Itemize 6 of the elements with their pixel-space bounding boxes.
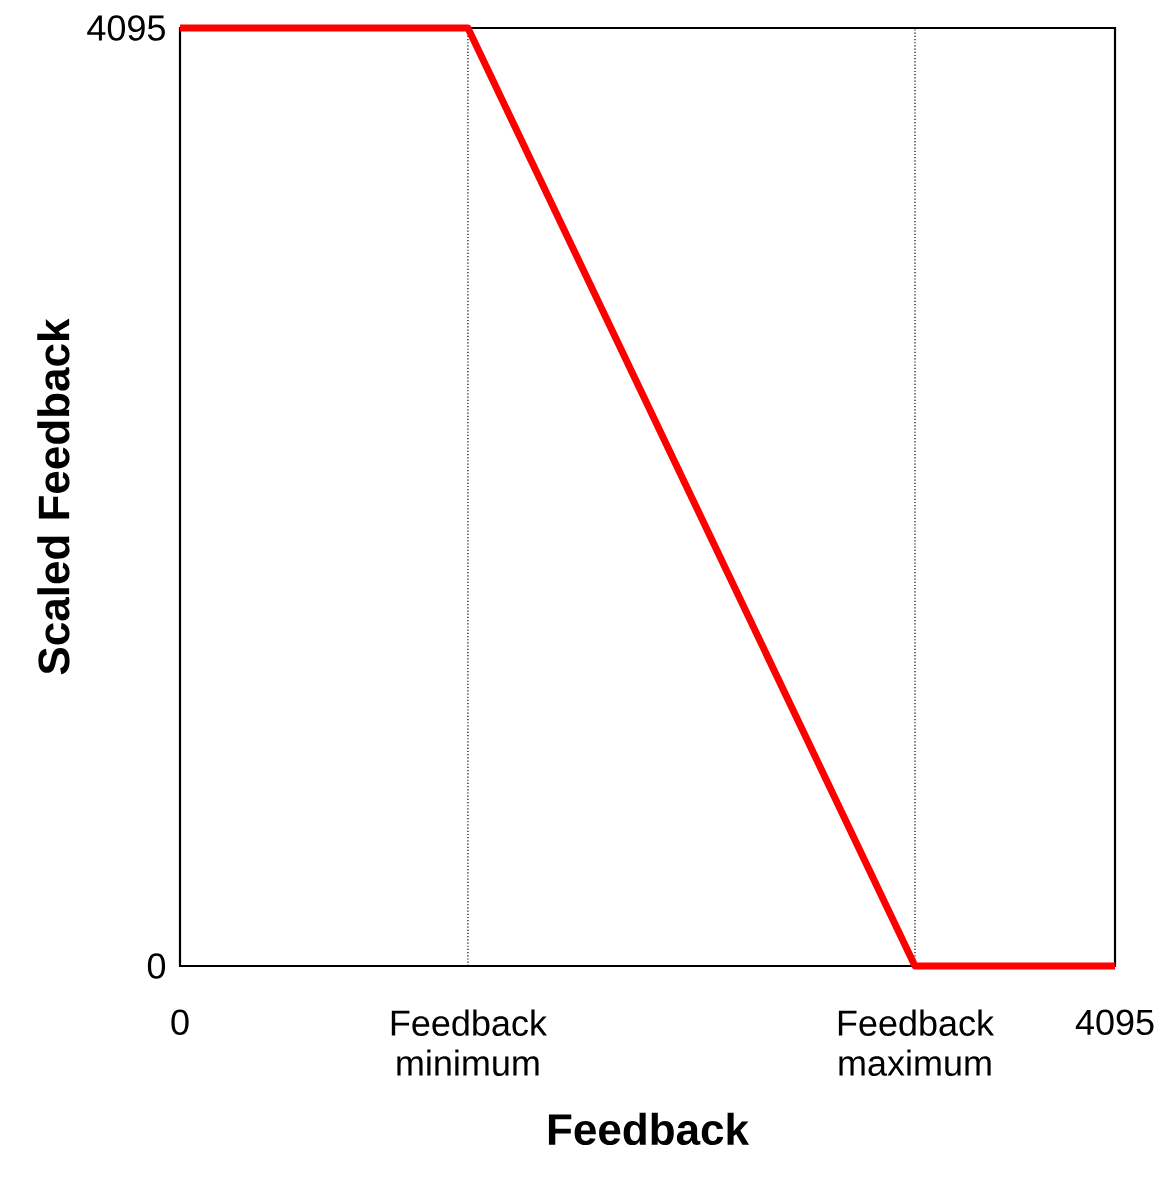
y-axis-title: Scaled Feedback: [37, 318, 70, 675]
x-tick-label: Feedback maximum: [838, 1009, 995, 1076]
x-tick-label: 4095: [1075, 1009, 1154, 1036]
x-tick-label: Feedback minimum: [391, 1009, 547, 1076]
x-axis-title: Feedback: [548, 1112, 750, 1146]
x-tick-label: 0: [171, 1009, 189, 1036]
